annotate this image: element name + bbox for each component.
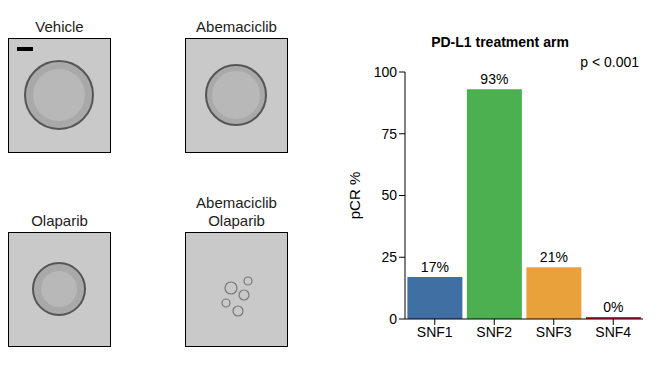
svg-text:SNF4: SNF4: [595, 324, 631, 340]
html-text:PD-L1 treatment arm: PD-L1 treatment arm: [431, 34, 569, 50]
html-text:Vehicle: Vehicle: [35, 18, 84, 35]
svg-text:0: 0: [389, 311, 397, 327]
html-text:Abemaciclib: Abemaciclib: [196, 18, 277, 35]
svg-text:100: 100: [374, 64, 398, 80]
svg-text:SNF3: SNF3: [536, 324, 572, 340]
svg-text:0%: 0%: [603, 299, 623, 315]
svg-text:25: 25: [381, 249, 397, 265]
html-text:p < 0.001: p < 0.001: [580, 54, 639, 70]
svg-text:SNF2: SNF2: [476, 324, 512, 340]
svg-text:17%: 17%: [421, 259, 449, 275]
svg-text:pCR %: pCR %: [346, 172, 363, 220]
svg-text:SNF1: SNF1: [417, 324, 453, 340]
html-text:Abemaciclib Olaparib: Abemaciclib Olaparib: [196, 194, 277, 229]
svg-text:50: 50: [381, 187, 397, 203]
svg-text:75: 75: [381, 126, 397, 142]
svg-text:21%: 21%: [540, 249, 568, 265]
html-text:Olaparib: Olaparib: [31, 212, 88, 229]
svg-text:93%: 93%: [480, 71, 508, 87]
